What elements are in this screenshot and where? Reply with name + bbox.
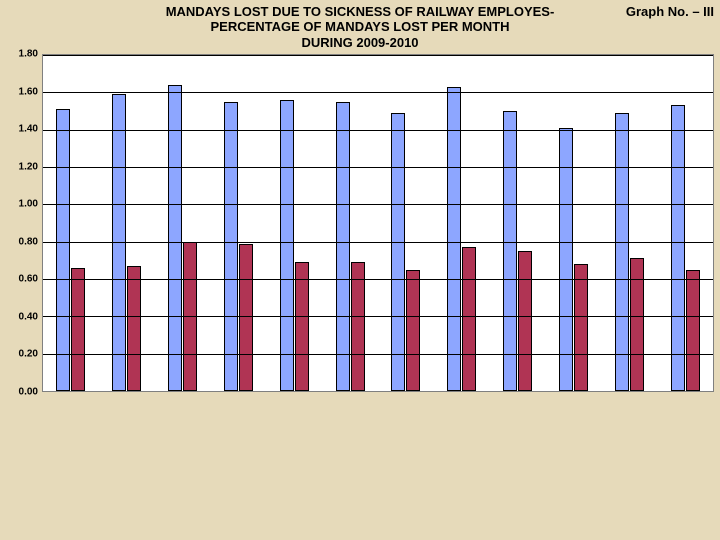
bar xyxy=(224,102,238,391)
bar-group xyxy=(99,55,155,391)
bar xyxy=(295,262,309,391)
y-tick-label: 1.80 xyxy=(19,48,38,59)
bar xyxy=(447,87,461,391)
chart-area: 0.000.200.400.600.801.001.201.401.601.80 xyxy=(6,54,714,392)
y-tick-label: 1.40 xyxy=(19,124,38,135)
bar-group xyxy=(210,55,266,391)
grid-line xyxy=(43,130,713,131)
bar xyxy=(168,85,182,391)
bar xyxy=(406,270,420,391)
grid-line xyxy=(43,167,713,168)
bar-group xyxy=(657,55,713,391)
y-tick-label: 0.60 xyxy=(19,274,38,285)
y-tick-label: 0.40 xyxy=(19,311,38,322)
title-line-3: DURING 2009-2010 xyxy=(301,35,418,50)
y-axis: 0.000.200.400.600.801.001.201.401.601.80 xyxy=(6,54,42,392)
grid-line xyxy=(43,279,713,280)
bar xyxy=(574,264,588,391)
page-root: MANDAYS LOST DUE TO SICKNESS OF RAILWAY … xyxy=(0,0,720,540)
bar xyxy=(127,266,141,391)
bar xyxy=(336,102,350,391)
bars-container xyxy=(43,55,713,391)
title-row: MANDAYS LOST DUE TO SICKNESS OF RAILWAY … xyxy=(6,4,714,50)
bar-group xyxy=(490,55,546,391)
bar xyxy=(71,268,85,391)
y-tick-label: 0.80 xyxy=(19,236,38,247)
plot-area xyxy=(42,54,714,392)
title-line-1: MANDAYS LOST DUE TO SICKNESS OF RAILWAY … xyxy=(166,4,555,19)
y-tick-label: 1.20 xyxy=(19,161,38,172)
bar-group xyxy=(545,55,601,391)
chart-title: MANDAYS LOST DUE TO SICKNESS OF RAILWAY … xyxy=(166,4,555,50)
bar xyxy=(518,251,532,391)
grid-line xyxy=(43,316,713,317)
bar-group xyxy=(266,55,322,391)
bar-group xyxy=(322,55,378,391)
y-tick-label: 0.00 xyxy=(19,386,38,397)
grid-line xyxy=(43,55,713,56)
y-tick-label: 0.20 xyxy=(19,349,38,360)
bar xyxy=(503,111,517,391)
title-line-2: PERCENTAGE OF MANDAYS LOST PER MONTH xyxy=(210,19,509,34)
bar-group xyxy=(378,55,434,391)
y-tick-label: 1.00 xyxy=(19,199,38,210)
grid-line xyxy=(43,92,713,93)
bar-group xyxy=(434,55,490,391)
bar xyxy=(615,113,629,391)
bar-group xyxy=(43,55,99,391)
bar xyxy=(462,247,476,391)
bar xyxy=(56,109,70,391)
grid-line xyxy=(43,354,713,355)
y-tick-label: 1.60 xyxy=(19,86,38,97)
bar xyxy=(351,262,365,391)
bar xyxy=(391,113,405,391)
bar xyxy=(686,270,700,391)
grid-line xyxy=(43,242,713,243)
bar-group xyxy=(155,55,211,391)
graph-number: Graph No. – III xyxy=(626,4,714,19)
grid-line xyxy=(43,204,713,205)
bar xyxy=(280,100,294,391)
bar-group xyxy=(601,55,657,391)
bar xyxy=(671,105,685,391)
